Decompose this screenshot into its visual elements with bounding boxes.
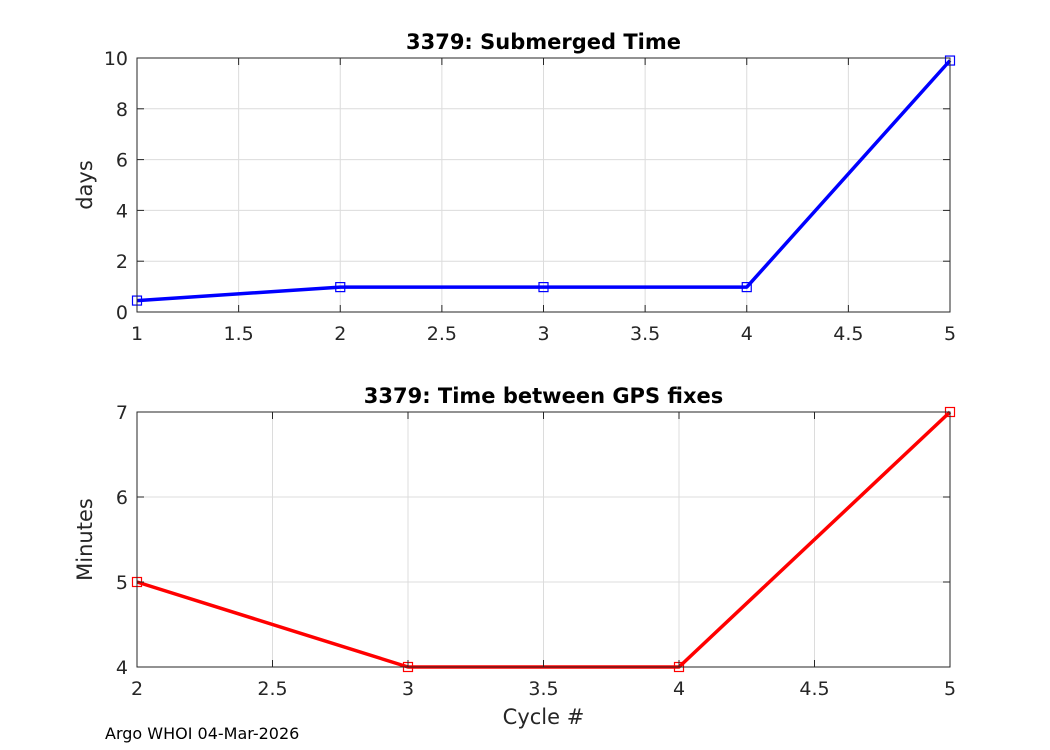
x-tick-label: 3.5 <box>630 323 660 345</box>
x-tick-label: 2 <box>334 323 346 345</box>
x-tick-label: 4.5 <box>833 323 863 345</box>
chart-title: 3379: Submerged Time <box>406 30 681 54</box>
chart-title: 3379: Time between GPS fixes <box>364 384 724 408</box>
y-tick-label: 0 <box>116 302 128 324</box>
x-tick-label: 3 <box>537 323 549 345</box>
y-tick-label: 6 <box>116 150 128 172</box>
data-point-marker <box>741 282 752 293</box>
y-tick-label: 8 <box>116 99 128 121</box>
subplot-1: 1 1.5 2 2.5 3 3.5 4 4.5 5 0 2 4 6 8 10 3379: Submerged … <box>73 30 956 345</box>
y-tick-label: 7 <box>116 402 128 424</box>
series-line-1 <box>136 59 952 303</box>
x-tick-label: 4 <box>673 678 685 700</box>
y-tick-label: 6 <box>116 487 128 509</box>
x-tick-label: 1 <box>131 323 143 345</box>
y-tick-label: 4 <box>116 657 128 679</box>
data-point-marker <box>335 282 346 293</box>
x-tick-label: 2.5 <box>257 678 287 700</box>
x-tick-label: 1.5 <box>224 323 254 345</box>
y-tick-label: 5 <box>116 572 128 594</box>
subplot-2: 2 2.5 3 3.5 4 4.5 5 4 5 6 7 3379: Time between GPS … <box>73 384 956 729</box>
x-tick-label: 3 <box>402 678 414 700</box>
x-tick-label: 3.5 <box>528 678 558 700</box>
x-axis-label: Cycle # <box>503 705 585 729</box>
x-tick-label: 4 <box>741 323 753 345</box>
y-tick-label: 4 <box>116 200 128 222</box>
x-tick-label: 4.5 <box>799 678 829 700</box>
y-axis-label: Minutes <box>73 498 97 581</box>
y-axis-label: days <box>73 160 97 210</box>
data-point-marker <box>538 282 549 293</box>
y-tick-label: 2 <box>116 251 128 273</box>
y-tick-label: 10 <box>104 48 128 70</box>
x-tick-label: 2.5 <box>427 323 457 345</box>
footer-text: Argo WHOI 04-Mar-2026 <box>105 724 300 743</box>
x-tick-label: 5 <box>944 678 956 700</box>
x-tick-label: 5 <box>944 323 956 345</box>
x-tick-label: 2 <box>131 678 143 700</box>
